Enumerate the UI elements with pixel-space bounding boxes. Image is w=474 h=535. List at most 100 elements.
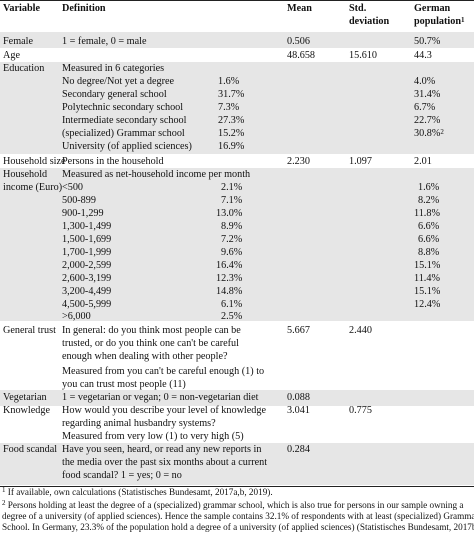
education-variable: Education [3,63,45,74]
education-intro: Measured in 6 categories [62,63,165,74]
female-variable: Female [3,36,33,47]
row-education [0,62,474,154]
trust-mean: 5.667 [287,325,310,336]
trust-std: 2.440 [349,325,372,336]
food-scandal-definition-line: Have you seen, heard, or read any new re… [62,444,262,455]
education-german: 4.0% [414,76,436,87]
row-female [0,32,474,48]
header-german-line2: population1 [414,16,465,27]
education-pct: 16.9% [218,141,245,152]
income-pct: 6.1% [221,299,243,310]
income-german: 11.8% [414,208,440,219]
education-pct: 31.7% [218,89,245,100]
age-mean: 48.658 [287,50,316,61]
header-variable: Variable [3,3,40,14]
food-scandal-variable: Food scandal [3,444,58,455]
income-label: 1,700-1,999 [62,247,112,258]
knowledge-definition-line: How would you describe your level of kno… [62,405,266,416]
education-label: University (of applied sciences) [62,141,192,152]
income-pct: 2.5% [221,311,243,322]
income-label: 1,300-1,499 [62,221,112,232]
age-std: 15.610 [349,50,378,61]
household-size-std: 1.097 [349,156,372,167]
income-pct: 16.4% [216,260,243,271]
income-german: 1.6% [418,182,440,193]
income-label: 2,600-3,199 [62,273,112,284]
income-label: 1,500-1,699 [62,234,112,245]
income-pct: 7.2% [221,234,243,245]
trust-definition-line: Measured from you can't be careful enoug… [62,366,265,377]
education-german: 22.7% [414,115,441,126]
education-label: Intermediate secondary school [62,115,187,126]
trust-definition-line: enough when dealing with other people? [62,351,228,362]
education-pct: 7.3% [218,102,240,113]
vegetarian-variable: Vegetarian [3,392,47,403]
header-german-line1: German [414,3,451,14]
income-pct: 7.1% [221,195,243,206]
income-german: 15.1% [414,260,441,271]
trust-definition-line: trusted, or do you think one can't be ca… [62,338,239,349]
income-variable-line2: income (Euro) [3,182,63,193]
income-label: >6,000 [62,311,91,322]
header-definition: Definition [62,3,106,14]
footnote-2-line: School. In Germany, 23.3% of the populat… [2,522,474,532]
row-household-income [0,168,474,321]
income-german: 11.4% [414,273,440,284]
vegetarian-mean: 0.088 [287,392,310,403]
female-german: 50.7% [414,36,441,47]
income-german: 15.1% [414,286,441,297]
education-german: 6.7% [414,102,436,113]
income-label: 500-899 [62,195,96,206]
household-size-german: 2.01 [414,156,432,167]
income-german: 12.4% [414,299,441,310]
income-pct: 14.8% [216,286,243,297]
income-label: <500 [62,182,84,193]
header-std-line1: Std. [349,3,367,14]
income-label: 4,500-5,999 [62,299,112,310]
income-german: 8.2% [418,195,440,206]
age-german: 44.3 [414,50,432,61]
education-german: 30.8%2 [414,128,444,139]
female-mean: 0.506 [287,36,310,47]
income-german: 8.8% [418,247,440,258]
income-pct: 2.1% [221,182,243,193]
knowledge-definition-line: Measured from very low (1) to very high … [62,431,244,442]
education-label: Polytechnic secondary school [62,102,184,113]
trust-variable: General trust [3,325,56,336]
income-pct: 9.6% [221,247,243,258]
row-vegetarian [0,390,474,406]
income-german: 6.6% [418,234,440,245]
education-pct: 27.3% [218,115,245,126]
header-mean: Mean [287,3,312,14]
trust-definition-line: you can trust most people (11) [62,379,186,390]
footnote-2-line: 2 Persons holding at least the degree of… [2,499,464,510]
vegetarian-definition: 1 = vegetarian or vegan; 0 = non-vegetar… [62,392,259,403]
food-scandal-definition-line: food scandal? 1 = yes; 0 = no [62,470,182,481]
education-label: No degree/Not yet a degree [62,76,175,87]
household-size-variable: Household size [3,156,66,167]
knowledge-definition-line: regarding animal husbandry systems? [62,418,216,429]
table-header: Variable Definition Mean Std. deviation … [0,0,474,33]
food-scandal-definition-line: the media over the past six months about… [62,457,268,468]
income-label: 3,200-4,499 [62,286,112,297]
knowledge-variable: Knowledge [3,405,50,416]
header-std-line2: deviation [349,16,390,27]
income-pct: 12.3% [216,273,243,284]
income-variable-line1: Household [3,169,48,180]
footnote-1: 1 If available, own calculations (Statis… [2,486,273,497]
female-definition: 1 = female, 0 = male [62,36,147,47]
table-bottom-rule [0,486,474,487]
education-pct: 1.6% [218,76,240,87]
income-pct: 13.0% [216,208,243,219]
footnote-2-line: degree of a university (of applied scien… [2,511,474,521]
education-label: (specialized) Grammar school [62,128,185,139]
income-german: 6.6% [418,221,440,232]
row-food-scandal [0,443,474,485]
income-pct: 8.9% [221,221,243,232]
age-variable: Age [3,50,20,61]
trust-definition-line: In general: do you think most people can… [62,325,241,336]
income-intro: Measured as net-household income per mon… [62,169,251,180]
education-label: Secondary general school [62,89,167,100]
knowledge-mean: 3.041 [287,405,310,416]
